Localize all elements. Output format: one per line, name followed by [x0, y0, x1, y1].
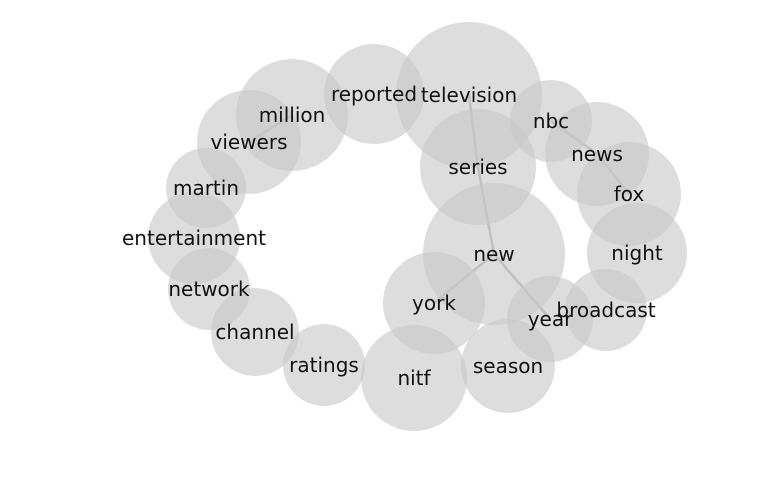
- word-label-york: york: [412, 291, 456, 315]
- word-label-news: news: [571, 142, 623, 166]
- bubble-layer: [148, 22, 687, 431]
- word-label-channel: channel: [215, 320, 294, 344]
- word-label-reported: reported: [331, 82, 417, 106]
- word-label-season: season: [473, 354, 543, 378]
- word-label-television: television: [421, 83, 517, 107]
- bubble-york: [383, 252, 485, 354]
- word-label-night: night: [611, 241, 663, 265]
- word-label-viewers: viewers: [210, 130, 287, 154]
- word-label-year: year: [528, 307, 573, 331]
- bubble-reported: [324, 44, 424, 144]
- word-label-ratings: ratings: [289, 353, 359, 377]
- word-label-martin: martin: [173, 176, 239, 200]
- bubble-ratings: [283, 324, 365, 406]
- bubble-channel: [211, 288, 299, 376]
- word-label-series: series: [448, 155, 507, 179]
- word-label-entertainment: entertainment: [122, 226, 266, 250]
- word-label-new: new: [473, 242, 514, 266]
- word-label-fox: fox: [614, 182, 645, 206]
- word-label-nitf: nitf: [397, 366, 431, 390]
- word-label-broadcast: broadcast: [556, 298, 655, 322]
- word-label-network: network: [168, 277, 250, 301]
- word-label-million: million: [259, 103, 326, 127]
- bubble-nbc: [510, 80, 592, 162]
- word-label-nbc: nbc: [533, 109, 569, 133]
